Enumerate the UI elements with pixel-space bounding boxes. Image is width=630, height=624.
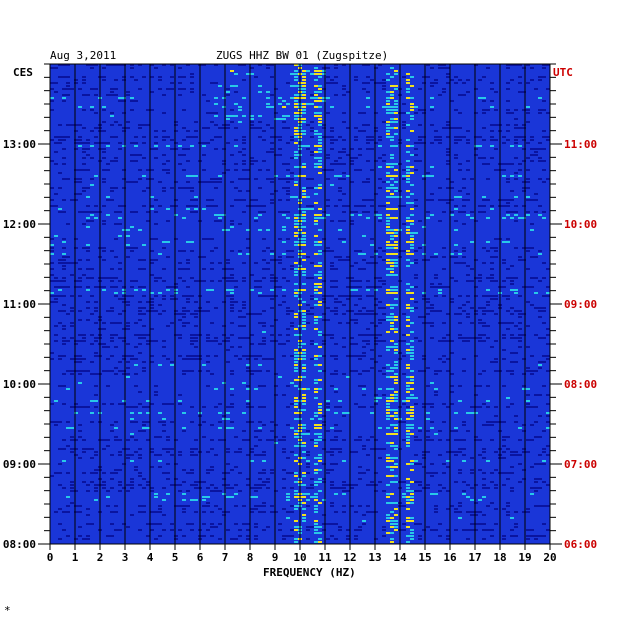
- x-axis: 0 1 2 3 4 5 6 7 8 9 10 11 12 13 14 15 16 17 18 19 20: [47, 543, 557, 564]
- right-time-label: 07:00: [564, 458, 597, 471]
- spectrogram-texture: [50, 64, 550, 543]
- x-tick-label: 12: [343, 551, 356, 564]
- left-time-label: 12:00: [3, 218, 36, 231]
- right-time-label: 09:00: [564, 298, 597, 311]
- x-tick-label: 19: [518, 551, 531, 564]
- x-tick-label: 1: [72, 551, 79, 564]
- right-time-label: 10:00: [564, 218, 597, 231]
- left-axis-label: CES: [13, 66, 33, 79]
- x-tick-label: 18: [493, 551, 506, 564]
- x-tick-label: 4: [147, 551, 154, 564]
- x-tick-label: 7: [222, 551, 229, 564]
- y-axis-right: 06:00 07:00 08:00 09:00 10:00 11:00: [550, 63, 597, 551]
- x-tick-label: 0: [47, 551, 54, 564]
- chart-station-title: ZUGS HHZ BW 01 (Zugspitze): [216, 49, 388, 62]
- x-axis-label: FREQUENCY (HZ): [263, 566, 356, 579]
- x-tick-label: 14: [393, 551, 407, 564]
- chart-date: Aug 3,2011: [50, 49, 116, 62]
- right-time-label: 06:00: [564, 538, 597, 551]
- x-tick-label: 8: [247, 551, 254, 564]
- x-tick-label: 17: [468, 551, 481, 564]
- footnote-mark: *: [4, 604, 11, 617]
- left-time-label: 10:00: [3, 378, 36, 391]
- x-tick-label: 11: [318, 551, 332, 564]
- x-tick-label: 10: [293, 551, 306, 564]
- x-tick-label: 3: [122, 551, 129, 564]
- x-tick-label: 20: [543, 551, 556, 564]
- left-time-label: 08:00: [3, 538, 36, 551]
- x-tick-label: 5: [172, 551, 179, 564]
- right-time-label: 11:00: [564, 138, 597, 151]
- x-tick-label: 16: [443, 551, 457, 564]
- left-time-label: 13:00: [3, 138, 36, 151]
- frequency-grid: [49, 64, 551, 544]
- x-tick-label: 2: [97, 551, 104, 564]
- y-axis-left: 08:00 09:00 10:00 11:00 12:00 13:00: [3, 63, 50, 551]
- x-tick-label: 13: [368, 551, 381, 564]
- spectrogram-plot-area: [49, 63, 551, 545]
- left-time-label: 11:00: [3, 298, 36, 311]
- x-tick-label: 9: [272, 551, 279, 564]
- x-tick-label: 6: [197, 551, 204, 564]
- x-tick-label: 15: [418, 551, 431, 564]
- right-time-label: 08:00: [564, 378, 597, 391]
- left-time-label: 09:00: [3, 458, 36, 471]
- right-axis-label: UTC: [553, 66, 573, 79]
